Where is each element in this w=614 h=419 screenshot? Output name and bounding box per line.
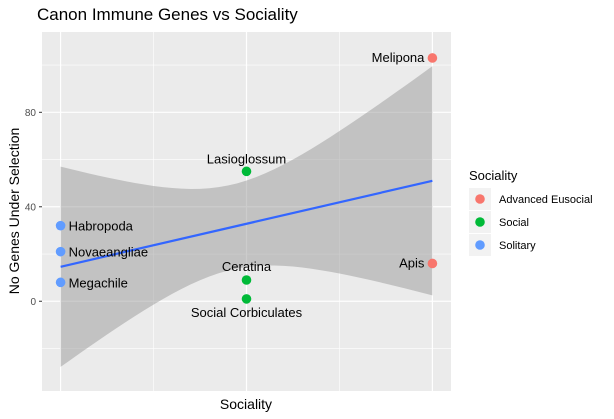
scatter-point-novaeangliae: [55, 246, 66, 257]
y-axis-title: No Genes Under Selection: [6, 128, 22, 295]
confidence-band-layer: [60, 66, 433, 367]
y-tick-label: 40: [25, 202, 37, 213]
point-label: Ceratina: [222, 259, 272, 274]
scatter-point-social-corbiculates: [241, 294, 252, 304]
chart-title: Canon Immune Genes vs Sociality: [37, 5, 298, 24]
scatter-point-lasioglossum: [241, 166, 252, 177]
scatter-point-habropoda: [55, 220, 66, 231]
legend-key-social: [475, 217, 485, 227]
scatter-point-megachile: [55, 277, 66, 288]
point-label: Social Corbiculates: [191, 305, 303, 320]
x-axis-title: Sociality: [220, 396, 272, 412]
y-tick-label: 80: [25, 108, 37, 119]
points-layer: [55, 53, 438, 304]
legend-title: Sociality: [469, 168, 518, 183]
legend-key-solitary: [475, 240, 485, 250]
legend-label: Solitary: [499, 240, 536, 252]
scatter-point-apis: [427, 258, 438, 269]
regression-line: [60, 179, 433, 268]
scatter-point-ceratina: [241, 275, 252, 285]
point-label: Apis: [399, 255, 425, 270]
point-label: Melipona: [372, 50, 426, 65]
point-label: Lasioglossum: [207, 151, 287, 166]
point-label: Habropoda: [69, 219, 134, 234]
scatter-point-melipona: [427, 53, 438, 63]
legend-label: Advanced Eusocial: [499, 194, 593, 206]
point-labels-layer: Melipona Apis Lasioglossum Ceratina Social C…: [69, 50, 426, 320]
y-tick-label: 0: [30, 297, 36, 308]
legend-key-advanced-eusocial: [475, 194, 485, 204]
regression-line-layer: [60, 179, 433, 268]
y-axis-ticks: 0 40 80: [25, 108, 42, 308]
point-label: Novaeangliae: [69, 245, 149, 260]
legend-label: Social: [499, 217, 529, 229]
confidence-band: [60, 66, 433, 367]
legend: Sociality Advanced Eusocial Social Solitar…: [469, 168, 593, 256]
point-label: Megachile: [69, 275, 128, 290]
